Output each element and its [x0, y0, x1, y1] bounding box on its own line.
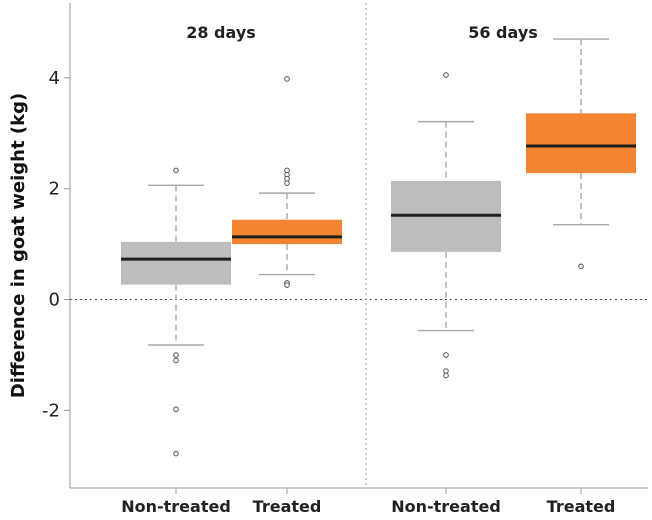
y-tick-label: 0	[49, 290, 60, 311]
x-category-label: Non-treated	[121, 497, 231, 516]
x-category-label: Treated	[253, 497, 322, 516]
chart-labels: Non-treated Treated Non-treated Treated 28 d…	[8, 23, 615, 516]
y-axis-label: Difference in goat weight (kg)	[8, 93, 29, 398]
outlier-point	[443, 352, 449, 358]
outlier-point	[284, 167, 290, 174]
outlier-point	[173, 352, 179, 358]
box-series	[121, 38, 636, 457]
y-tick-label: 2	[49, 179, 60, 200]
box-group	[526, 38, 636, 270]
outlier-point	[443, 368, 449, 374]
outlier-point	[284, 180, 290, 186]
box-group	[121, 167, 231, 457]
outlier-point	[173, 450, 179, 457]
axes: 4 2 0 -2	[42, 3, 648, 494]
x-category-label: Treated	[547, 497, 616, 516]
reference-lines	[70, 3, 648, 488]
outlier-point	[284, 76, 290, 82]
iqr-box	[121, 241, 231, 285]
outlier-point	[284, 282, 290, 288]
outlier-point	[173, 357, 179, 364]
panel-label: 28 days	[186, 23, 256, 42]
outlier-point	[443, 72, 449, 78]
box-group	[391, 72, 501, 379]
outlier-point	[578, 263, 584, 270]
outlier-point	[173, 167, 179, 174]
x-category-label: Non-treated	[391, 497, 501, 516]
iqr-box	[232, 219, 342, 245]
outlier-point	[173, 406, 179, 413]
y-tick-label: 4	[49, 68, 60, 89]
y-tick-label: -2	[42, 400, 60, 421]
panel-label: 56 days	[468, 23, 538, 42]
box-group	[232, 76, 342, 288]
outlier-point	[284, 175, 290, 182]
outlier-point	[443, 372, 449, 379]
iqr-box	[526, 113, 636, 174]
